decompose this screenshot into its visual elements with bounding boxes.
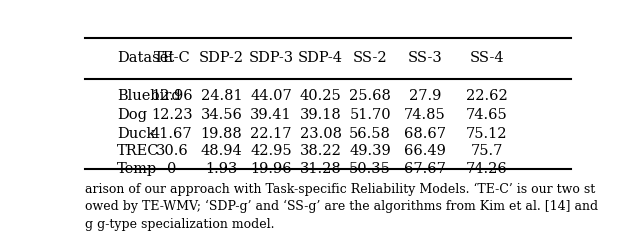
Text: SS-2: SS-2 bbox=[353, 51, 387, 65]
Text: 74.85: 74.85 bbox=[404, 108, 445, 122]
Text: 67.67: 67.67 bbox=[404, 162, 445, 176]
Text: Dog: Dog bbox=[117, 108, 147, 122]
Text: 34.56: 34.56 bbox=[200, 108, 243, 122]
Text: 30.6: 30.6 bbox=[156, 144, 188, 158]
Text: 39.18: 39.18 bbox=[300, 108, 341, 122]
Text: TE-C: TE-C bbox=[154, 51, 190, 65]
Text: Temp: Temp bbox=[117, 162, 157, 176]
Text: 25.68: 25.68 bbox=[349, 89, 391, 103]
Text: 31.28: 31.28 bbox=[300, 162, 341, 176]
Text: TREC: TREC bbox=[117, 144, 160, 158]
Text: Bluebird: Bluebird bbox=[117, 89, 181, 103]
Text: 44.07: 44.07 bbox=[250, 89, 292, 103]
Text: 12.23: 12.23 bbox=[151, 108, 193, 122]
Text: 74.26: 74.26 bbox=[466, 162, 508, 176]
Text: Duck: Duck bbox=[117, 127, 156, 141]
Text: owed by TE-WMV; ‘SDP-g’ and ‘SS-g’ are the algorithms from Kim et al. [14] and: owed by TE-WMV; ‘SDP-g’ and ‘SS-g’ are t… bbox=[85, 200, 598, 214]
Text: 66.49: 66.49 bbox=[404, 144, 445, 158]
Text: 38.22: 38.22 bbox=[300, 144, 342, 158]
Text: 49.39: 49.39 bbox=[349, 144, 391, 158]
Text: 22.62: 22.62 bbox=[466, 89, 508, 103]
Text: 48.94: 48.94 bbox=[200, 144, 242, 158]
Text: 40.25: 40.25 bbox=[300, 89, 341, 103]
Text: 50.35: 50.35 bbox=[349, 162, 391, 176]
Text: 12.96: 12.96 bbox=[151, 89, 193, 103]
Text: 56.58: 56.58 bbox=[349, 127, 391, 141]
Text: 39.41: 39.41 bbox=[250, 108, 292, 122]
Text: 19.88: 19.88 bbox=[200, 127, 242, 141]
Text: Dataset: Dataset bbox=[117, 51, 175, 65]
Text: 1.93: 1.93 bbox=[205, 162, 237, 176]
Text: arison of our approach with Task-specific Reliability Models. ‘TE-C’ is our two : arison of our approach with Task-specifi… bbox=[85, 183, 595, 196]
Text: 27.9: 27.9 bbox=[408, 89, 441, 103]
Text: 75.12: 75.12 bbox=[466, 127, 508, 141]
Text: 42.95: 42.95 bbox=[250, 144, 292, 158]
Text: 41.67: 41.67 bbox=[151, 127, 193, 141]
Text: 23.08: 23.08 bbox=[300, 127, 342, 141]
Text: SS-4: SS-4 bbox=[469, 51, 504, 65]
Text: g g-type specialization model.: g g-type specialization model. bbox=[85, 218, 275, 231]
Text: 75.7: 75.7 bbox=[470, 144, 503, 158]
Text: SS-3: SS-3 bbox=[407, 51, 442, 65]
Text: 19.96: 19.96 bbox=[250, 162, 292, 176]
Text: SDP-2: SDP-2 bbox=[199, 51, 244, 65]
Text: 24.81: 24.81 bbox=[200, 89, 242, 103]
Text: 0: 0 bbox=[167, 162, 177, 176]
Text: 51.70: 51.70 bbox=[349, 108, 391, 122]
Text: 68.67: 68.67 bbox=[404, 127, 445, 141]
Text: SDP-3: SDP-3 bbox=[248, 51, 294, 65]
Text: 74.65: 74.65 bbox=[466, 108, 508, 122]
Text: 22.17: 22.17 bbox=[250, 127, 292, 141]
Text: SDP-4: SDP-4 bbox=[298, 51, 343, 65]
